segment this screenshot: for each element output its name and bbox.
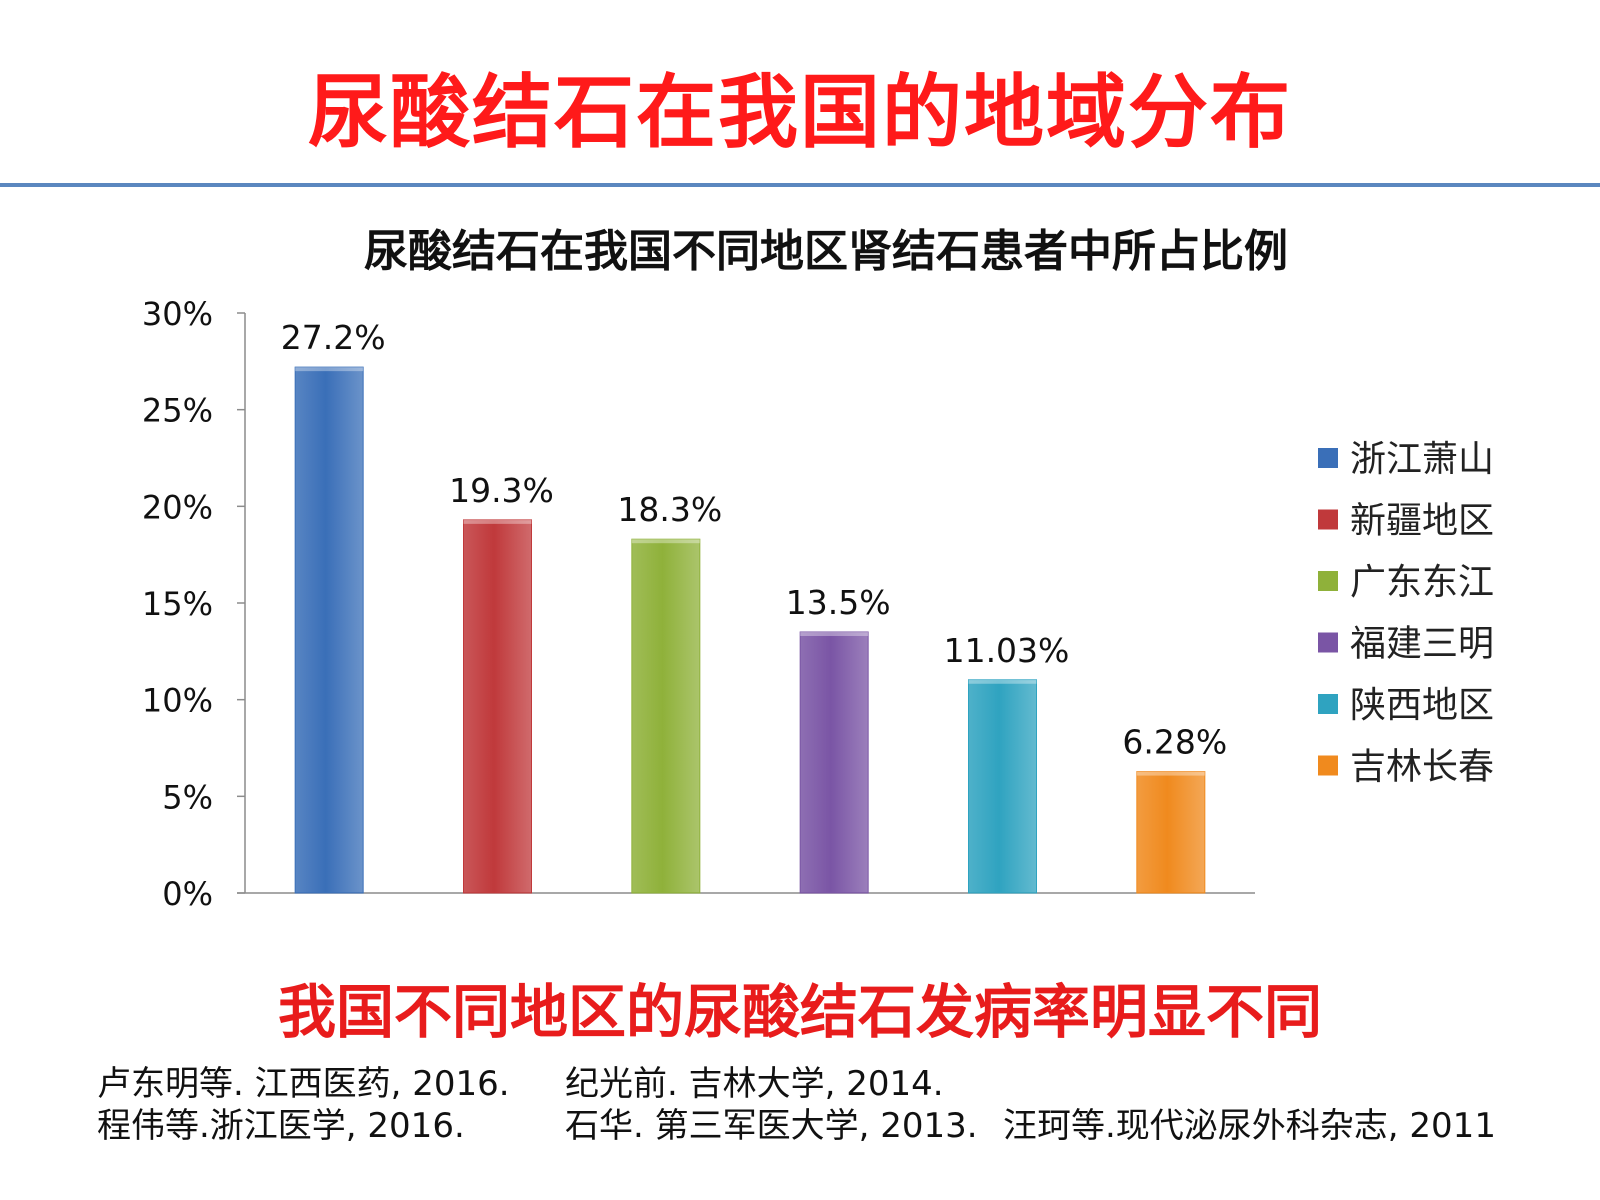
reference-1: 卢东明等. 江西医药, 2016. — [97, 1064, 510, 1104]
slide-title: 尿酸结石在我国的地域分布 — [308, 66, 1292, 159]
y-tick-label: 25% — [142, 392, 213, 430]
reference-5: 汪珂等.现代泌尿外科杂志, 2011 — [1003, 1106, 1496, 1146]
y-tick-label: 10% — [142, 682, 213, 720]
y-tick-label: 15% — [142, 585, 213, 623]
bar-highlight — [295, 367, 364, 372]
reference-2: 纪光前. 吉林大学, 2014. — [565, 1064, 944, 1104]
chart-data-labels: 27.2% 19.3% 18.3% 13.5% 11.03% 6.28% — [281, 318, 1228, 761]
legend-swatch-2 — [1318, 509, 1338, 530]
chart-bars — [294, 366, 1206, 894]
bar-highlight — [631, 539, 700, 544]
reference-4: 石华. 第三军医大学, 2013. — [565, 1106, 978, 1146]
bar-4 — [799, 631, 869, 894]
chart-axes: 0% 5% 10% 15% 20% 25% 30% — [142, 295, 1255, 913]
y-tick-label: 20% — [142, 488, 213, 526]
legend-swatch-6 — [1318, 755, 1338, 776]
y-tick-label: 0% — [162, 875, 213, 913]
bar-6 — [1136, 771, 1206, 894]
legend-swatch-1 — [1318, 448, 1338, 468]
legend-label-5: 陕西地区 — [1350, 685, 1494, 726]
legend-label-6: 吉林长春 — [1350, 747, 1494, 788]
title-divider — [0, 183, 1600, 187]
bar-highlight — [968, 679, 1037, 684]
bar-5 — [968, 679, 1037, 894]
data-label-5: 11.03% — [944, 631, 1070, 670]
y-tick-label: 30% — [142, 295, 213, 333]
bar-highlight — [800, 632, 869, 636]
bar-1 — [294, 366, 364, 894]
chart-title: 尿酸结石在我国不同地区肾结石患者中所占比例 — [364, 226, 1288, 277]
bar-2 — [463, 519, 532, 894]
data-label-2: 19.3% — [449, 471, 554, 510]
data-label-6: 6.28% — [1122, 723, 1227, 762]
legend-swatch-4 — [1318, 632, 1338, 653]
legend-label-3: 广东东江 — [1350, 562, 1494, 603]
legend-swatch-3 — [1318, 571, 1338, 591]
legend-label-1: 浙江萧山 — [1350, 439, 1494, 480]
bar-highlight — [463, 519, 532, 524]
data-label-4: 13.5% — [786, 583, 891, 622]
bar-highlight — [1136, 771, 1205, 776]
legend-label-4: 福建三明 — [1350, 624, 1494, 665]
reference-3: 程伟等.浙江医学, 2016. — [97, 1106, 465, 1146]
y-tick-label: 5% — [162, 778, 213, 816]
conclusion-text: 我国不同地区的尿酸结石发病率明显不同 — [277, 978, 1322, 1046]
data-label-3: 18.3% — [617, 490, 722, 529]
data-label-1: 27.2% — [281, 318, 386, 357]
legend-swatch-5 — [1318, 694, 1338, 714]
bar-3 — [631, 538, 701, 894]
legend-label-2: 新疆地区 — [1350, 501, 1494, 542]
bar-chart: 尿酸结石在我国不同地区肾结石患者中所占比例 0% 5% 10% 15% 20% 25% 30… — [142, 226, 1494, 913]
